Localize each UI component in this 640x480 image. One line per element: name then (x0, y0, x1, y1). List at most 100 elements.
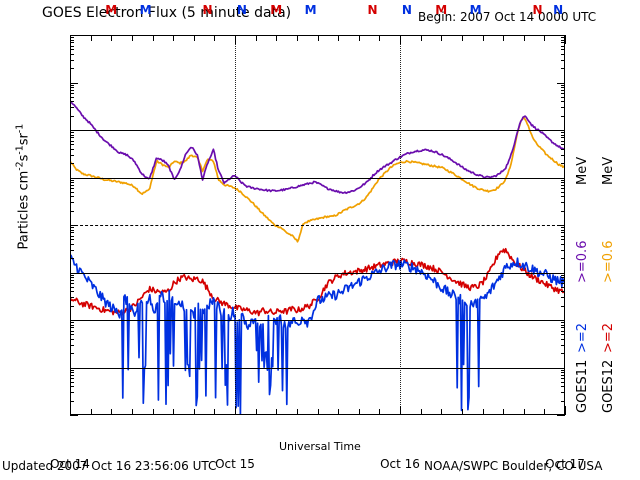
ytick-minor (70, 243, 74, 245)
ytick-minor (70, 322, 74, 324)
ytick-minor (70, 188, 74, 190)
ytick-minor (561, 53, 565, 55)
xtick (131, 35, 133, 41)
ytick-minor (561, 87, 565, 89)
ytick-minor (561, 372, 565, 374)
ytick-minor (561, 334, 565, 336)
ytick-minor (561, 84, 565, 86)
xtick (420, 409, 422, 415)
day-marker-m: M (270, 3, 283, 17)
xtick (338, 35, 340, 41)
ytick-minor (70, 89, 74, 91)
ytick-minor (561, 274, 565, 276)
xtick (482, 35, 484, 41)
xtick (152, 35, 154, 41)
gridline-1e2 (70, 272, 565, 274)
ytick-minor (70, 286, 74, 288)
ytick-minor (70, 249, 74, 251)
ytick-minor (70, 115, 74, 117)
ytick-major (557, 82, 565, 84)
legend-satellite: GOES11 (575, 359, 590, 413)
ytick-minor (561, 400, 565, 402)
ytick-minor (561, 115, 565, 117)
xtick (173, 35, 175, 41)
xtick (317, 409, 319, 415)
ytick-minor (561, 381, 565, 383)
xtick (441, 409, 443, 415)
ytick-minor (70, 144, 74, 146)
ytick-minor (561, 37, 565, 39)
day-marker-n: N (553, 3, 564, 17)
gridline-1e4 (70, 177, 565, 179)
xtick (152, 409, 154, 415)
ytick-minor (70, 93, 74, 95)
day-marker-n: N (202, 3, 213, 17)
ytick-minor (70, 232, 74, 234)
ytick-minor (561, 68, 565, 70)
ytick-minor (70, 107, 74, 109)
xtick (338, 409, 340, 415)
xtick (420, 35, 422, 41)
xtick (461, 409, 463, 415)
xtick (90, 409, 92, 415)
xtick (111, 35, 113, 41)
series-line (70, 100, 565, 195)
ytick-minor (70, 132, 74, 134)
ytick-minor (561, 378, 565, 380)
ytick-major (70, 225, 78, 226)
ytick-minor (70, 84, 74, 86)
ytick-minor (70, 305, 74, 307)
x-axis-label: Universal Time (279, 440, 361, 453)
ytick-minor (561, 369, 565, 371)
ytick-minor (561, 279, 565, 281)
ytick-major (557, 225, 565, 226)
ytick-minor (561, 210, 565, 212)
ytick-minor (561, 344, 565, 346)
ytick-minor (70, 392, 74, 394)
updated-timestamp: Updated 2007 Oct 16 23:56:06 UTC (2, 459, 217, 473)
ytick-minor (561, 297, 565, 299)
ytick-minor (70, 154, 74, 156)
ytick-minor (561, 107, 565, 109)
ytick-minor (561, 235, 565, 237)
ytick-minor (561, 144, 565, 146)
xtick (482, 409, 484, 415)
ytick-minor (70, 372, 74, 374)
ytick-minor (70, 400, 74, 402)
xtick (70, 406, 71, 415)
ytick-minor (561, 182, 565, 184)
ytick-minor (70, 344, 74, 346)
ytick-minor (561, 392, 565, 394)
ytick-minor (70, 324, 74, 326)
ytick-minor (561, 154, 565, 156)
gridline-dashed-1e3 (70, 225, 565, 226)
ytick-minor (70, 239, 74, 241)
ytick-minor (70, 179, 74, 181)
ytick-major (70, 35, 78, 36)
ytick-minor (70, 327, 74, 329)
ytick-minor (70, 87, 74, 89)
xtick (255, 409, 257, 415)
ytick-minor (561, 93, 565, 95)
xtick (379, 35, 381, 41)
ytick-minor (561, 45, 565, 47)
ytick-minor (70, 330, 74, 332)
xtick (276, 409, 278, 415)
ytick-minor (70, 297, 74, 299)
ytick-minor (561, 49, 565, 51)
ytick-minor (70, 163, 74, 165)
xtick (193, 409, 195, 415)
xtick (461, 35, 463, 41)
ytick-minor (70, 49, 74, 51)
ytick-minor (70, 39, 74, 41)
ytick-minor (561, 338, 565, 340)
ytick-minor (561, 353, 565, 355)
ytick-minor (70, 184, 74, 186)
xtick (317, 35, 319, 41)
ytick-minor (70, 140, 74, 142)
day-marker-m: M (435, 3, 448, 17)
ytick-minor (561, 239, 565, 241)
ytick-major (70, 82, 78, 84)
